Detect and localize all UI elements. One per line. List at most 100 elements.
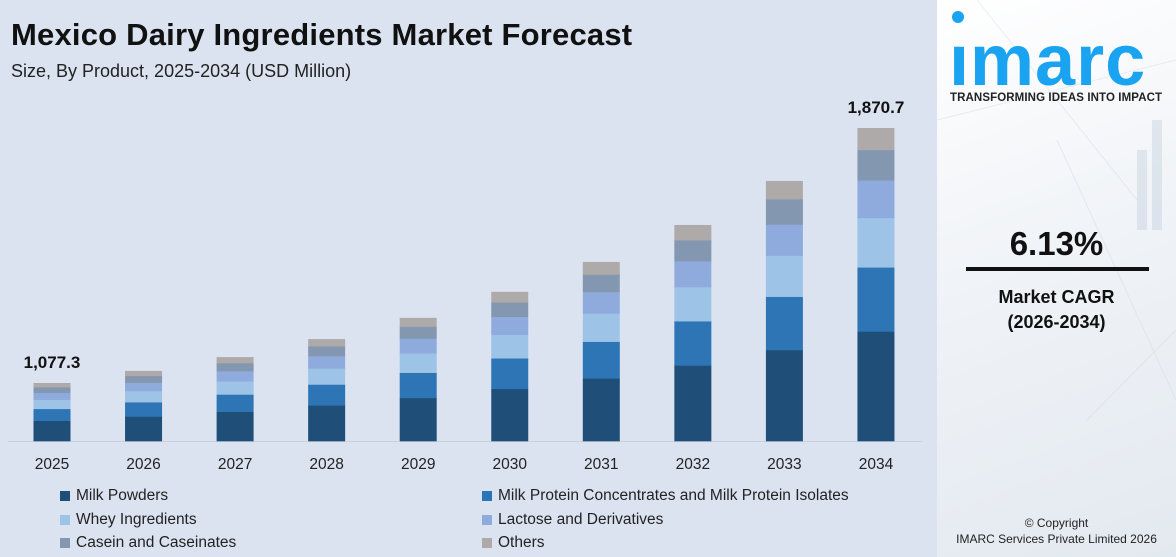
bar-segment-2033-6 [765, 180, 803, 200]
bar-segment-2031-1 [582, 378, 620, 442]
bar-segment-2027-6 [216, 357, 254, 364]
bar-segment-2032-5 [674, 240, 712, 262]
bar-segment-2030-5 [491, 302, 529, 318]
bar-segment-2033-4 [765, 224, 803, 256]
bar-segment-2031-6 [582, 261, 620, 275]
bar-segment-2029-3 [399, 353, 437, 373]
bar-segment-2032-4 [674, 261, 712, 288]
bar-segment-2034-1 [857, 331, 895, 442]
bar-segment-2026-5 [125, 375, 163, 383]
legend-swatch [482, 491, 492, 501]
bar-segment-2028-1 [308, 405, 346, 442]
bar-segment-2030-1 [491, 388, 529, 442]
cagr-value: 6.13% [1009, 225, 1104, 262]
bar-segment-2027-4 [216, 371, 254, 382]
legend-item: Casein and Caseinates [60, 534, 236, 552]
bar-segment-2028-5 [308, 346, 346, 357]
bar-segment-2032-2 [674, 321, 712, 366]
bar-segment-2025-2 [33, 408, 71, 421]
legend-label: Lactose and Derivatives [498, 511, 664, 528]
bar-segment-2033-1 [765, 349, 803, 442]
bar-segment-2028-4 [308, 356, 346, 369]
bar-segment-2026-6 [125, 370, 163, 377]
bar-segment-2025-5 [33, 387, 71, 393]
legend-swatch [60, 538, 70, 548]
x-tick-label: 2026 [126, 456, 160, 473]
x-tick-label: 2034 [859, 456, 894, 473]
legend-item: Milk Powders [60, 487, 168, 505]
bar-segment-2032-3 [674, 286, 712, 322]
bar-segment-2028-6 [308, 339, 346, 347]
bar-segment-2027-1 [216, 411, 254, 442]
bar-segment-2029-1 [399, 397, 437, 442]
bar-segment-2025-1 [33, 420, 71, 442]
bar-segment-2033-3 [765, 255, 803, 297]
legend-item: Milk Protein Concentrates and Milk Prote… [482, 487, 849, 505]
legend-label: Others [498, 534, 545, 551]
bar-segment-2025-6 [33, 383, 71, 388]
legend-label: Milk Powders [76, 487, 169, 504]
bar-segment-2029-5 [399, 326, 437, 339]
x-tick-label: 2027 [218, 456, 252, 473]
x-tick-label: 2033 [767, 456, 801, 473]
bar-segment-2034-4 [857, 180, 895, 219]
legend-swatch [60, 491, 70, 501]
legend-label: Whey Ingredients [76, 511, 197, 528]
bar-segment-2033-5 [765, 199, 803, 225]
bar-segment-2029-4 [399, 338, 437, 354]
total-label-2034: 1,870.7 [848, 98, 905, 117]
chart-panel: Mexico Dairy Ingredients Market Forecast… [8, 17, 922, 552]
total-label-2025: 1,077.3 [24, 353, 81, 372]
cagr-divider [966, 267, 1149, 271]
bar-segment-2029-2 [399, 372, 437, 399]
bar-segment-2031-4 [582, 291, 620, 314]
bar-segment-2027-5 [216, 362, 254, 372]
bar-segment-2026-1 [125, 416, 163, 442]
imarc-logo: ımarc [949, 11, 1146, 90]
bar-segment-2030-3 [491, 334, 529, 359]
chart-subtitle: Size, By Product, 2025-2034 (USD Million… [11, 61, 352, 81]
legend-item: Whey Ingredients [60, 511, 197, 529]
legend-item: Others [482, 534, 545, 552]
stacked-bar-chart: 2025 1,077.3 2026 2027 2028 2029 2030 2031 2032 2… [8, 98, 922, 473]
bar-segment-2034-2 [857, 267, 895, 332]
bar-segment-2028-3 [308, 368, 346, 385]
bar-segment-2025-4 [33, 392, 71, 400]
bar-segment-2034-3 [857, 217, 895, 268]
bar-segment-2028-2 [308, 384, 346, 406]
bar-segment-2030-4 [491, 316, 529, 335]
chart-title: Mexico Dairy Ingredients Market Forecast [11, 17, 633, 52]
x-tick-label: 2028 [309, 456, 343, 473]
bar-segment-2026-2 [125, 402, 163, 417]
legend-swatch [482, 515, 492, 525]
cagr-label-text: Market CAGR [998, 287, 1115, 307]
bar-segment-2031-2 [582, 341, 620, 379]
x-tick-label: 2025 [35, 456, 69, 473]
bar-segment-2030-6 [491, 291, 529, 303]
x-tick-label: 2029 [401, 456, 435, 473]
copyright: © Copyright IMARC Services Private Limit… [937, 515, 1176, 547]
x-tick-label: 2031 [584, 456, 618, 473]
legend-item: Lactose and Derivatives [482, 511, 663, 529]
bar-segment-2031-3 [582, 313, 620, 342]
bar-segment-2026-3 [125, 391, 163, 403]
bar-segment-2027-3 [216, 381, 254, 395]
bar-segment-2026-4 [125, 382, 163, 392]
x-tick-label: 2032 [676, 456, 710, 473]
svg-text:ımarc: ımarc [949, 21, 1146, 90]
bar-segment-2032-6 [674, 224, 712, 241]
bar-segment-2032-1 [674, 365, 712, 442]
legend-swatch [482, 538, 492, 548]
legend-label: Milk Protein Concentrates and Milk Prote… [498, 487, 849, 504]
bar-segment-2027-2 [216, 394, 254, 412]
legend-swatch [60, 515, 70, 525]
cagr-label: Market CAGR (2026-2034) [937, 285, 1176, 335]
bar-segment-2031-5 [582, 274, 620, 293]
brand-panel: ımarc TRANSFORMING IDEAS INTO IMPACT 6.1… [937, 0, 1176, 557]
copyright-line2: IMARC Services Private Limited 2026 [956, 532, 1157, 546]
copyright-line1: © Copyright [1024, 516, 1089, 530]
bar-segment-2033-2 [765, 296, 803, 351]
bar-segment-2029-6 [399, 317, 437, 327]
legend-label: Casein and Caseinates [76, 534, 237, 551]
logo-tagline: TRANSFORMING IDEAS INTO IMPACT [950, 92, 1163, 104]
